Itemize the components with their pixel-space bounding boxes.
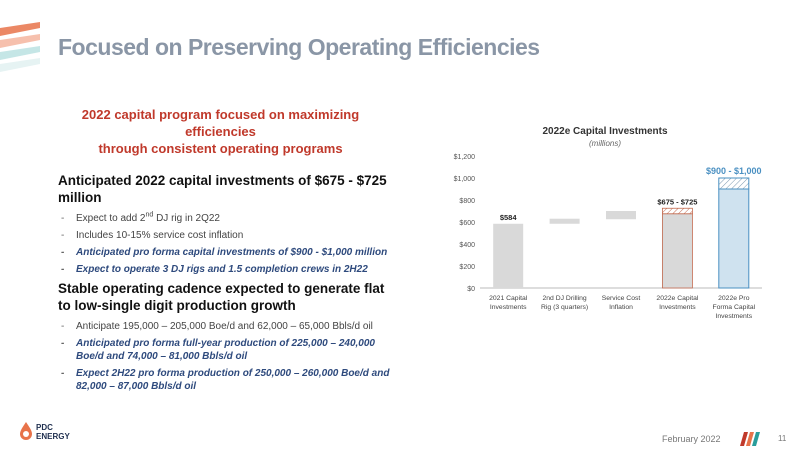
subtitle-line-1: 2022 capital program focused on maximizi…: [81, 107, 360, 139]
x-tick-label: 2021 Capital: [489, 295, 528, 302]
bar: [718, 188, 750, 289]
bar-range-segment: [661, 207, 693, 215]
y-tick-label: $0: [467, 286, 475, 293]
section-capital: Anticipated 2022 capital investments of …: [58, 172, 393, 280]
y-tick-label: $1,200: [454, 154, 476, 161]
bar: [493, 223, 524, 288]
chart-svg: $0 $200 $400 $600 $800 $1,000 $1,200 $584 2021 C…: [454, 154, 762, 320]
bullet-add-rig-pre: Expect to add 2: [76, 213, 146, 224]
x-tick-label: Service Cost: [602, 295, 641, 302]
x-tick-label: Inflation: [609, 304, 633, 311]
y-tick-label: $1,000: [454, 176, 476, 183]
section-capital-bullets: Expect to add 2nd DJ rig in 2Q22 Include…: [58, 212, 393, 276]
footer-date: February 2022: [662, 434, 721, 444]
section-production-bullets: Anticipate 195,000 – 205,000 Boe/d and 6…: [58, 320, 393, 393]
pdc-energy-logo: PDC ENERGY: [20, 422, 70, 441]
bullet-2h22-production: Expect 2H22 pro forma production of 250,…: [58, 367, 393, 393]
chart-subtitle: (millions): [589, 139, 621, 148]
bullet-rigs-crews: Expect to operate 3 DJ rigs and 1.5 comp…: [58, 263, 393, 276]
x-tick-label: Investments: [715, 313, 752, 320]
data-label: $900 - $1,000: [706, 166, 762, 176]
bullet-production-anticipate: Anticipate 195,000 – 205,000 Boe/d and 6…: [58, 320, 393, 333]
y-tick-label: $600: [459, 220, 475, 227]
x-tick-label: Rig (3 quarters): [541, 304, 588, 311]
section-capital-heading: Anticipated 2022 capital investments of …: [58, 173, 387, 205]
logo-text-pdc: PDC: [36, 423, 53, 432]
bullet-add-rig-sup: nd: [145, 211, 154, 219]
x-tick-label: 2022e Pro: [718, 295, 750, 302]
bullet-add-rig: Expect to add 2nd DJ rig in 2Q22: [58, 212, 393, 225]
subtitle: 2022 capital program focused on maximizi…: [48, 106, 393, 157]
x-tick-label: 2022e Capital: [656, 295, 698, 302]
bar-range-segment: [718, 177, 750, 190]
x-tick-label: 2nd DJ Drilling: [542, 295, 586, 302]
bullet-pro-forma-capital: Anticipated pro forma capital investment…: [58, 246, 393, 259]
bullet-pro-forma-production: Anticipated pro forma full-year producti…: [58, 337, 393, 363]
bar: [606, 211, 636, 220]
subtitle-line-2: through consistent operating programs: [98, 141, 343, 156]
footer-stripes-decoration: [740, 432, 760, 446]
section-production: Stable operating cadence expected to gen…: [58, 280, 393, 397]
y-tick-label: $200: [459, 264, 475, 271]
logo-text-energy: ENERGY: [36, 432, 70, 441]
data-label: $584: [500, 213, 518, 222]
section-production-heading: Stable operating cadence expected to gen…: [58, 281, 385, 313]
bar: [661, 213, 693, 289]
bullet-inflation: Includes 10-15% service cost inflation: [58, 229, 393, 242]
capital-investments-chart: 2022e Capital Investments (millions) $0 $…: [440, 118, 770, 338]
y-tick-label: $800: [459, 198, 475, 205]
bar: [549, 218, 580, 224]
chart-title: 2022e Capital Investments: [542, 126, 668, 137]
footer-page-number: 11: [778, 434, 787, 443]
data-label: $675 - $725: [657, 197, 697, 206]
x-tick-label: Forma Capital: [712, 304, 755, 311]
page-title: Focused on Preserving Operating Efficien…: [58, 34, 540, 60]
y-tick-label: $400: [459, 242, 475, 249]
bullet-add-rig-post: DJ rig in 2Q22: [153, 213, 220, 224]
x-tick-label: Investments: [490, 304, 527, 311]
x-tick-label: Investments: [659, 304, 696, 311]
corner-stripes-decoration: [0, 22, 40, 72]
